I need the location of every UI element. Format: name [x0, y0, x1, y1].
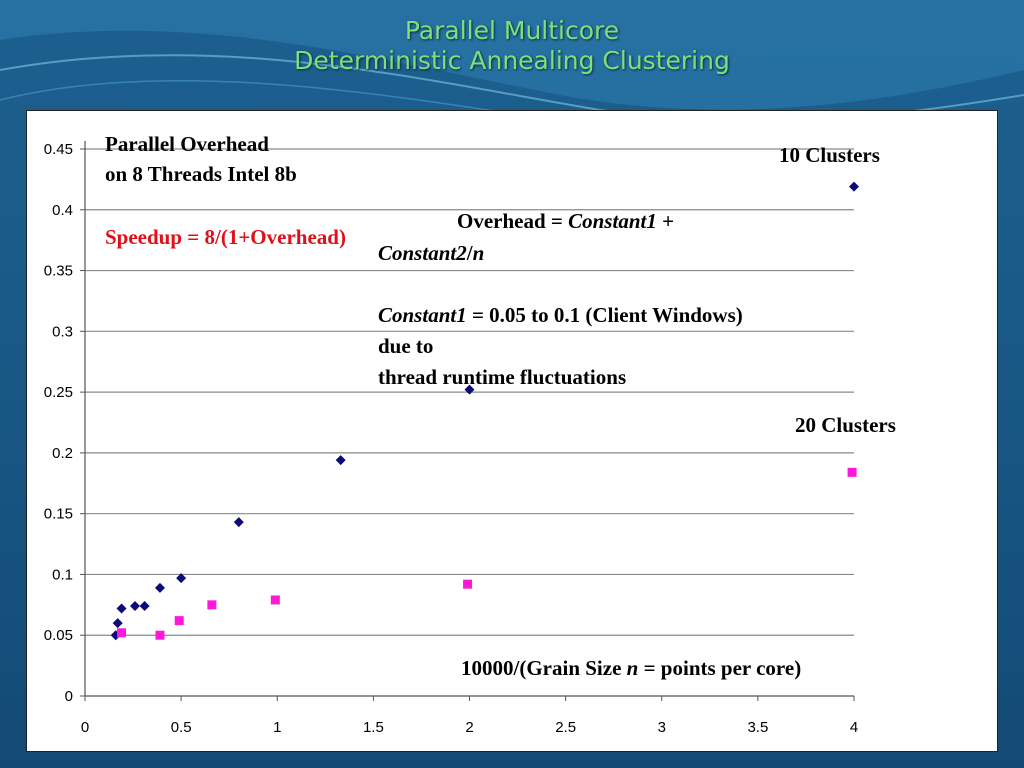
speedup-formula: Speedup = 8/(1+Overhead) [105, 225, 346, 249]
label-10-clusters: 10 Clusters [779, 143, 880, 167]
x-tick-label: 2.5 [555, 719, 576, 736]
scatter-chart: 0 0.05 0.1 0.15 0.2 0.25 0.3 0.35 0.4 0.45 0 0.5 1 1.… [44, 141, 859, 736]
heading-line-2: on 8 Threads Intel 8b [105, 162, 297, 186]
point-20-clusters [155, 630, 165, 640]
constant1-label: Constant1 [378, 303, 467, 327]
formula-constant2: Constant2 [378, 241, 467, 265]
formula-n: n [472, 241, 485, 265]
x-tick-label: 4 [850, 719, 858, 736]
title-line-1: Parallel Multicore [404, 16, 620, 45]
x-tick-label: 0.5 [171, 719, 192, 736]
x-label-prefix: 10000/(Grain Size [461, 656, 627, 680]
constant1-text: = 0.05 to 0.1 (Client Windows) [466, 303, 743, 327]
x-label-suffix: = points per core) [638, 656, 802, 680]
y-tick-label: 0.15 [44, 506, 73, 523]
y-tick-label: 0.3 [52, 323, 73, 340]
label-20-clusters: 20 Clusters [795, 413, 896, 437]
point-20-clusters [270, 595, 280, 605]
due-to-text: due to [378, 334, 434, 358]
y-tick-label: 0 [65, 688, 73, 705]
point-10-clusters [139, 601, 150, 612]
point-20-clusters [117, 628, 127, 638]
point-10-clusters [233, 517, 244, 528]
y-tick-label: 0.4 [52, 202, 73, 219]
slide-title: Parallel Multicore Deterministic Anneali… [0, 16, 1024, 76]
point-10-clusters [849, 181, 859, 192]
x-tick-label: 1 [273, 719, 281, 736]
title-line-2: Deterministic Annealing Clustering [294, 46, 730, 75]
chart-panel: 0 0.05 0.1 0.15 0.2 0.25 0.3 0.35 0.4 0.45 0 0.5 1 1.… [26, 110, 998, 752]
formula-slash: / [466, 241, 473, 265]
point-20-clusters [847, 467, 857, 477]
x-tick-label: 3.5 [747, 719, 768, 736]
formula-prefix: Overhead = [457, 209, 569, 233]
point-10-clusters [464, 384, 475, 395]
x-tick-label: 1.5 [363, 719, 384, 736]
formula-constant1: Constant1 [568, 209, 657, 233]
y-tick-label: 0.05 [44, 627, 73, 644]
point-20-clusters [463, 579, 473, 589]
point-20-clusters [207, 600, 217, 610]
point-10-clusters [335, 455, 346, 466]
point-20-clusters [174, 616, 184, 626]
x-tick-label: 3 [658, 719, 666, 736]
y-tick-label: 0.25 [44, 384, 73, 401]
point-10-clusters [154, 582, 165, 593]
y-tick-label: 0.45 [44, 141, 73, 158]
y-tick-label: 0.35 [44, 263, 73, 280]
y-tick-label: 0.2 [52, 445, 73, 462]
formula-plus: + [656, 209, 675, 233]
y-tick-label: 0.1 [52, 566, 73, 583]
x-axis-label: 10000/(Grain Size n = points per core) [461, 652, 801, 684]
overhead-formula-line1: Overhead = Constant1 + [457, 205, 674, 237]
x-tick-label: 2 [465, 719, 473, 736]
point-10-clusters [129, 601, 140, 612]
point-10-clusters [112, 618, 123, 629]
overhead-formula-line2: Constant2/n [378, 237, 484, 269]
x-tick-label: 0 [81, 719, 89, 736]
fluctuations-text: thread runtime fluctuations [378, 365, 627, 389]
x-label-n: n [626, 656, 639, 680]
heading-line-1: Parallel Overhead [105, 132, 269, 156]
chart-heading: Parallel Overhead on 8 Threads Intel 8b [105, 129, 297, 189]
point-10-clusters [176, 573, 187, 584]
point-10-clusters [116, 603, 127, 614]
constant1-note: Constant1 = 0.05 to 0.1 (Client Windows) [378, 299, 743, 331]
